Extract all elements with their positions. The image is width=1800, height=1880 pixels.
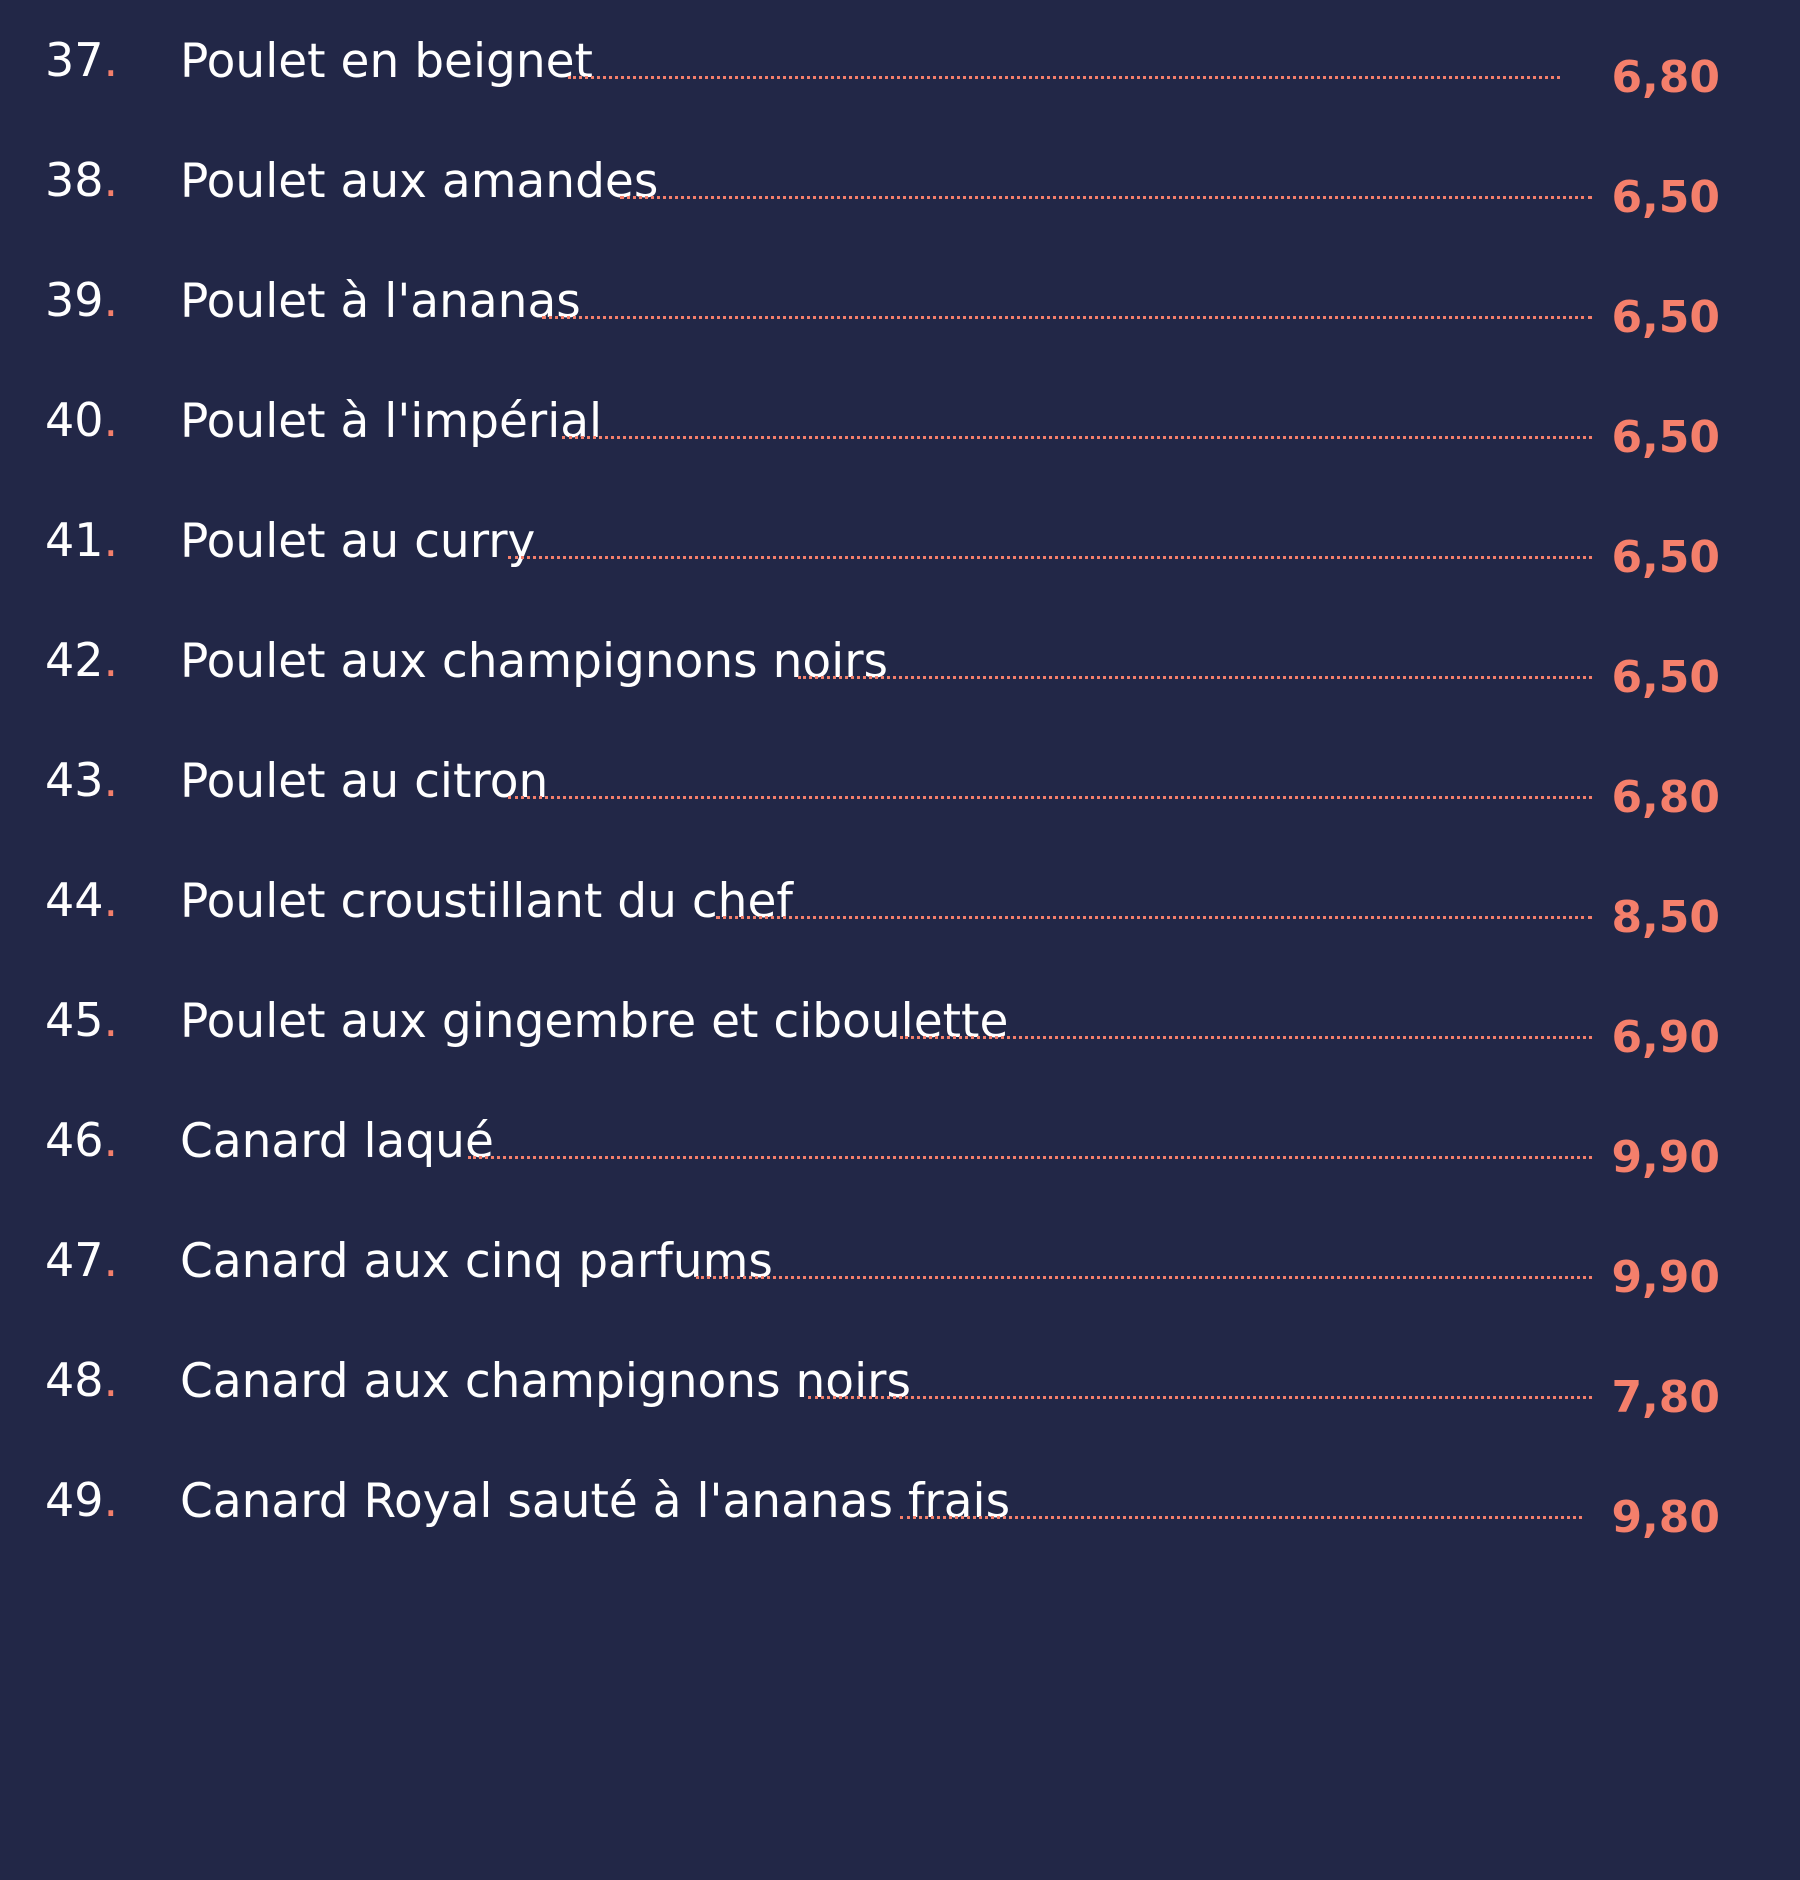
item-name: Poulet aux amandes: [180, 154, 659, 209]
item-number: 44.: [45, 873, 119, 927]
item-name: Poulet à l'ananas: [180, 274, 581, 329]
item-number: 39.: [45, 273, 119, 327]
item-price: 8,50: [1611, 892, 1720, 943]
item-price: 6,90: [1611, 1012, 1720, 1063]
item-number: 49.: [45, 1473, 119, 1527]
item-leader: [696, 1276, 1592, 1279]
item-number: 43.: [45, 753, 119, 807]
item-number-dot: .: [103, 33, 119, 87]
item-leader: [808, 1396, 1592, 1399]
item-leader: [508, 796, 1592, 799]
menu-item: 49. Canard Royal sauté à l'ananas frais …: [0, 1440, 1800, 1560]
item-leader: [562, 436, 1592, 439]
item-price: 9,80: [1611, 1492, 1720, 1543]
menu-item: 48. Canard aux champignons noirs 7,80: [0, 1320, 1800, 1440]
item-number-dot: .: [103, 393, 119, 447]
item-number-dot: .: [103, 873, 119, 927]
item-number-dot: .: [103, 513, 119, 567]
item-leader: [900, 1516, 1582, 1519]
item-price: 6,50: [1611, 292, 1720, 343]
item-number: 38.: [45, 153, 119, 207]
item-price: 6,80: [1611, 772, 1720, 823]
menu-item: 46. Canard laqué 9,90: [0, 1080, 1800, 1200]
item-name: Poulet aux champignons noirs: [180, 634, 889, 689]
item-number-dot: .: [103, 1113, 119, 1167]
item-leader: [798, 676, 1592, 679]
item-number-dot: .: [103, 1233, 119, 1287]
item-number: 37.: [45, 33, 119, 87]
menu-item: 38. Poulet aux amandes 6,50: [0, 120, 1800, 240]
item-number-dot: .: [103, 1353, 119, 1407]
item-leader: [716, 916, 1592, 919]
item-price: 7,80: [1611, 1372, 1720, 1423]
item-name: Poulet aux gingembre et ciboulette: [180, 994, 1009, 1049]
item-price: 9,90: [1611, 1132, 1720, 1183]
item-number-dot: .: [103, 153, 119, 207]
item-leader: [468, 1156, 1592, 1159]
item-number-dot: .: [103, 993, 119, 1047]
item-number: 47.: [45, 1233, 119, 1287]
menu-item: 42. Poulet aux champignons noirs 6,50: [0, 600, 1800, 720]
item-leader: [542, 316, 1592, 319]
item-name: Poulet à l'impérial: [180, 394, 603, 449]
item-price: 6,50: [1611, 532, 1720, 583]
item-number: 46.: [45, 1113, 119, 1167]
item-leader: [620, 196, 1592, 199]
item-name: Poulet au curry: [180, 514, 536, 569]
item-price: 6,50: [1611, 652, 1720, 703]
item-leader: [508, 556, 1592, 559]
item-name: Canard laqué: [180, 1114, 494, 1169]
item-name: Canard aux cinq parfums: [180, 1234, 773, 1289]
item-name: Poulet croustillant du chef: [180, 874, 793, 929]
item-number: 41.: [45, 513, 119, 567]
item-name: Canard Royal sauté à l'ananas frais: [180, 1474, 1011, 1529]
menu-item: 39. Poulet à l'ananas 6,50: [0, 240, 1800, 360]
menu-item: 43. Poulet au citron 6,80: [0, 720, 1800, 840]
item-number-dot: .: [103, 273, 119, 327]
item-leader: [900, 1036, 1592, 1039]
item-number-dot: .: [103, 633, 119, 687]
item-number: 42.: [45, 633, 119, 687]
menu-item: 40. Poulet à l'impérial 6,50: [0, 360, 1800, 480]
item-number: 40.: [45, 393, 119, 447]
item-name: Poulet au citron: [180, 754, 549, 809]
menu-item: 37. Poulet en beignet 6,80: [0, 0, 1800, 120]
item-number: 48.: [45, 1353, 119, 1407]
item-leader: [568, 76, 1560, 79]
menu-item: 41. Poulet au curry 6,50: [0, 480, 1800, 600]
item-price: 6,50: [1611, 412, 1720, 463]
item-number: 45.: [45, 993, 119, 1047]
item-number-dot: .: [103, 753, 119, 807]
menu-item: 45. Poulet aux gingembre et ciboulette 6…: [0, 960, 1800, 1080]
item-price: 9,90: [1611, 1252, 1720, 1303]
menu-item: 44. Poulet croustillant du chef 8,50: [0, 840, 1800, 960]
item-name: Poulet en beignet: [180, 34, 593, 89]
item-name: Canard aux champignons noirs: [180, 1354, 911, 1409]
menu-item: 47. Canard aux cinq parfums 9,90: [0, 1200, 1800, 1320]
item-number-dot: .: [103, 1473, 119, 1527]
item-price: 6,80: [1611, 52, 1720, 103]
item-price: 6,50: [1611, 172, 1720, 223]
